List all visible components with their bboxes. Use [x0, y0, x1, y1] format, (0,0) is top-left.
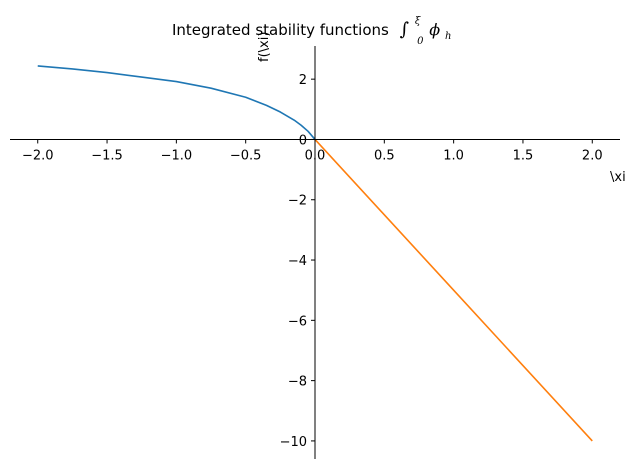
y-tick-label: −4 [288, 254, 307, 269]
ticks: −2.0 −1.5 −1.0 −0.5 0.0 0.5 1.0 1.5 2.0 2 0 −2 −4 −6 −… [22, 73, 603, 450]
x-tick-label: −0.5 [230, 148, 262, 163]
y-tick-label: −6 [288, 314, 307, 329]
x-tick-label: 0.5 [374, 148, 395, 163]
axes [10, 46, 620, 459]
title-phi-symbol: ϕ [429, 20, 440, 39]
x-tick-label: −1.5 [91, 148, 123, 163]
chart-title: Integrated stability functions ∫ ξ 0 ϕ h [172, 10, 451, 48]
x-tick-label: 1.5 [513, 148, 534, 163]
y-tick-label: −10 [280, 435, 307, 450]
title-phi-subscript: h [445, 31, 451, 42]
plot-lines [37, 65, 593, 442]
title-upper-limit: ξ [415, 16, 421, 27]
y-tick-label: 2 [299, 73, 307, 88]
x-tick-label: 2.0 [582, 148, 603, 163]
x-tick-label: 0.0 [305, 148, 326, 163]
series-line-1 [37, 65, 316, 140]
x-tick-label: −1.0 [161, 148, 193, 163]
title-integral-sign: ∫ [400, 19, 410, 40]
y-tick-label: 0 [299, 133, 307, 148]
x-tick-label: 1.0 [443, 148, 464, 163]
x-tick-label: −2.0 [22, 148, 54, 163]
series-line-2 [314, 138, 593, 442]
y-axis-label: f(\xi) [257, 32, 272, 62]
chart-title-text: Integrated stability functions [172, 21, 389, 39]
x-axis-label: \xi [610, 170, 626, 185]
y-tick-label: −8 [288, 375, 307, 390]
title-lower-limit: 0 [417, 36, 424, 47]
y-tick-label: −2 [288, 194, 307, 209]
